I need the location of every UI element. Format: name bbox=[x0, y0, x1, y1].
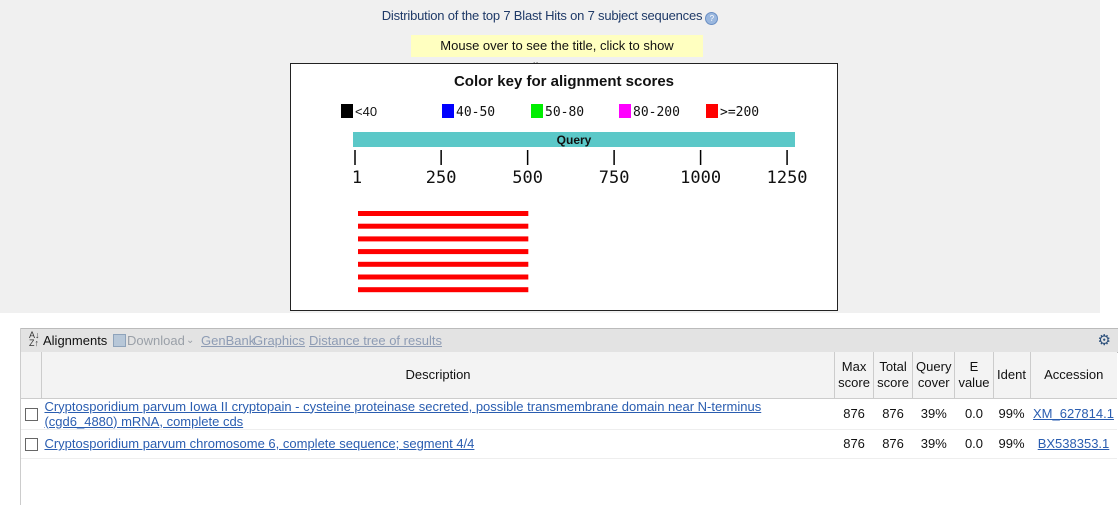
ident-header-label: Ident bbox=[997, 366, 1026, 382]
description-link[interactable]: Cryptosporidium parvum Iowa II cryptopai… bbox=[44, 398, 762, 429]
row-checkbox-cell bbox=[21, 429, 42, 459]
total-score-header-line2: score bbox=[877, 374, 909, 390]
distribution-title: Distribution of the top 7 Blast Hits on … bbox=[0, 8, 1100, 25]
legend-label-3: 80-200 bbox=[633, 105, 680, 120]
select-all-column-header bbox=[21, 352, 42, 399]
alignments-button[interactable]: Alignments bbox=[43, 333, 108, 348]
gear-icon[interactable]: ⚙ bbox=[1097, 332, 1111, 349]
distribution-title-text: Distribution of the top 7 Blast Hits on … bbox=[381, 8, 703, 23]
query-label: Query bbox=[557, 133, 592, 147]
graphics-link[interactable]: Graphics bbox=[253, 333, 306, 348]
ident-cell: 99% bbox=[993, 398, 1030, 430]
alignments-grid: A↓ Z↑ Alignments Download ⌄ GenBank Graph… bbox=[9, 328, 1118, 505]
hit-bar[interactable] bbox=[358, 236, 529, 242]
hit-bar[interactable] bbox=[358, 274, 529, 280]
ident-cell: 99% bbox=[993, 429, 1030, 459]
max-score-header-line1: Max bbox=[841, 358, 867, 374]
hit-bar[interactable] bbox=[358, 249, 529, 255]
legend-swatch-1 bbox=[442, 104, 454, 118]
sort-icon[interactable]: A↓ Z↑ bbox=[29, 330, 40, 348]
row-checkbox[interactable] bbox=[24, 408, 38, 422]
description-link[interactable]: Cryptosporidium parvum chromosome 6, com… bbox=[44, 436, 475, 451]
alignment-graphic-svg: Color key for alignment scores <40 40-50… bbox=[341, 73, 808, 293]
ident-column-header[interactable]: Ident bbox=[993, 352, 1031, 399]
max-score-column-header[interactable]: Max score bbox=[834, 352, 875, 399]
genbank-link[interactable]: GenBank bbox=[201, 333, 256, 348]
graphic-summary-section: Distribution of the top 7 Blast Hits on … bbox=[0, 0, 1100, 313]
colorkey-title: Color key for alignment scores bbox=[454, 73, 674, 90]
total-score-cell: 876 bbox=[873, 398, 913, 430]
scale-tick-label: 750 bbox=[599, 168, 630, 188]
description-column-header[interactable]: Description bbox=[41, 352, 836, 399]
hit-bar[interactable] bbox=[358, 223, 529, 229]
query-cover-cell: 39% bbox=[912, 429, 955, 459]
legend-swatch-2 bbox=[531, 104, 543, 118]
legend-label-0: <40 bbox=[355, 104, 377, 119]
scale-tick-label: 500 bbox=[512, 168, 543, 188]
chevron-down-icon[interactable]: ⌄ bbox=[186, 335, 195, 346]
download-button[interactable]: Download bbox=[127, 333, 185, 348]
table-header-row: Description Max score Total score Query cov… bbox=[21, 352, 1117, 399]
total-score-cell: 876 bbox=[873, 429, 913, 459]
query-cover-header-line1: Query bbox=[916, 358, 952, 374]
hit-bars[interactable] bbox=[358, 211, 529, 293]
hit-bar[interactable] bbox=[358, 211, 529, 216]
description-header-label: Description bbox=[405, 366, 471, 382]
total-score-column-header[interactable]: Total score bbox=[873, 352, 914, 399]
table-row: Cryptosporidium parvum chromosome 6, com… bbox=[21, 429, 1117, 459]
row-checkbox[interactable] bbox=[24, 438, 38, 452]
scale-ticks: 1 250 500 750 1000 1250 bbox=[352, 150, 808, 188]
hit-bar[interactable] bbox=[358, 287, 529, 293]
total-score-header-line1: Total bbox=[879, 358, 907, 374]
scale-tick-label: 250 bbox=[426, 168, 457, 188]
scale-tick-label: 1250 bbox=[767, 168, 808, 188]
table-row: Cryptosporidium parvum Iowa II cryptopai… bbox=[21, 398, 1117, 430]
evalue-header-line2: value bbox=[958, 374, 990, 390]
help-icon[interactable]: ? bbox=[705, 12, 719, 25]
legend-label-2: 50-80 bbox=[545, 105, 584, 120]
evalue-cell: 0.0 bbox=[954, 398, 994, 430]
evalue-header-line1: E bbox=[969, 358, 979, 374]
grid-left-border bbox=[20, 328, 21, 505]
max-score-header-line2: score bbox=[838, 374, 870, 390]
legend-swatch-4 bbox=[706, 104, 718, 118]
max-score-cell: 876 bbox=[834, 429, 874, 459]
accession-link[interactable]: BX538353.1 bbox=[1037, 436, 1110, 451]
accession-link[interactable]: XM_627814.1 bbox=[1033, 406, 1114, 421]
evalue-cell: 0.0 bbox=[954, 429, 994, 459]
legend-swatch-3 bbox=[619, 104, 631, 118]
mouseover-hint: Mouse over to see the title, click to sh… bbox=[411, 35, 703, 75]
results-toolbar: A↓ Z↑ Alignments Download ⌄ GenBank Graph… bbox=[21, 328, 1118, 353]
query-bar bbox=[353, 132, 795, 147]
query-cover-cell: 39% bbox=[912, 398, 955, 430]
query-cover-column-header[interactable]: Query cover bbox=[912, 352, 956, 399]
scale-tick-label: 1000 bbox=[680, 168, 721, 188]
download-icon bbox=[113, 334, 126, 347]
scale-tick-label: 1 bbox=[352, 168, 362, 188]
distance-tree-link[interactable]: Distance tree of results bbox=[309, 333, 442, 348]
query-cover-header-line2: cover bbox=[917, 374, 950, 390]
alignment-graphic-panel[interactable]: Color key for alignment scores <40 40-50… bbox=[290, 63, 838, 311]
legend-swatch-0 bbox=[341, 104, 353, 118]
max-score-cell: 876 bbox=[834, 398, 874, 430]
legend-label-1: 40-50 bbox=[456, 105, 495, 120]
row-checkbox-cell bbox=[21, 398, 42, 430]
hit-bar[interactable] bbox=[358, 261, 529, 267]
color-legend: <40 40-50 50-80 80-200 >=200 bbox=[341, 104, 759, 120]
accession-column-header[interactable]: Accession bbox=[1030, 352, 1117, 399]
legend-label-4: >=200 bbox=[720, 105, 759, 120]
accession-header-label: Accession bbox=[1044, 366, 1104, 382]
descriptions-table: Description Max score Total score Query cov… bbox=[21, 352, 1117, 459]
